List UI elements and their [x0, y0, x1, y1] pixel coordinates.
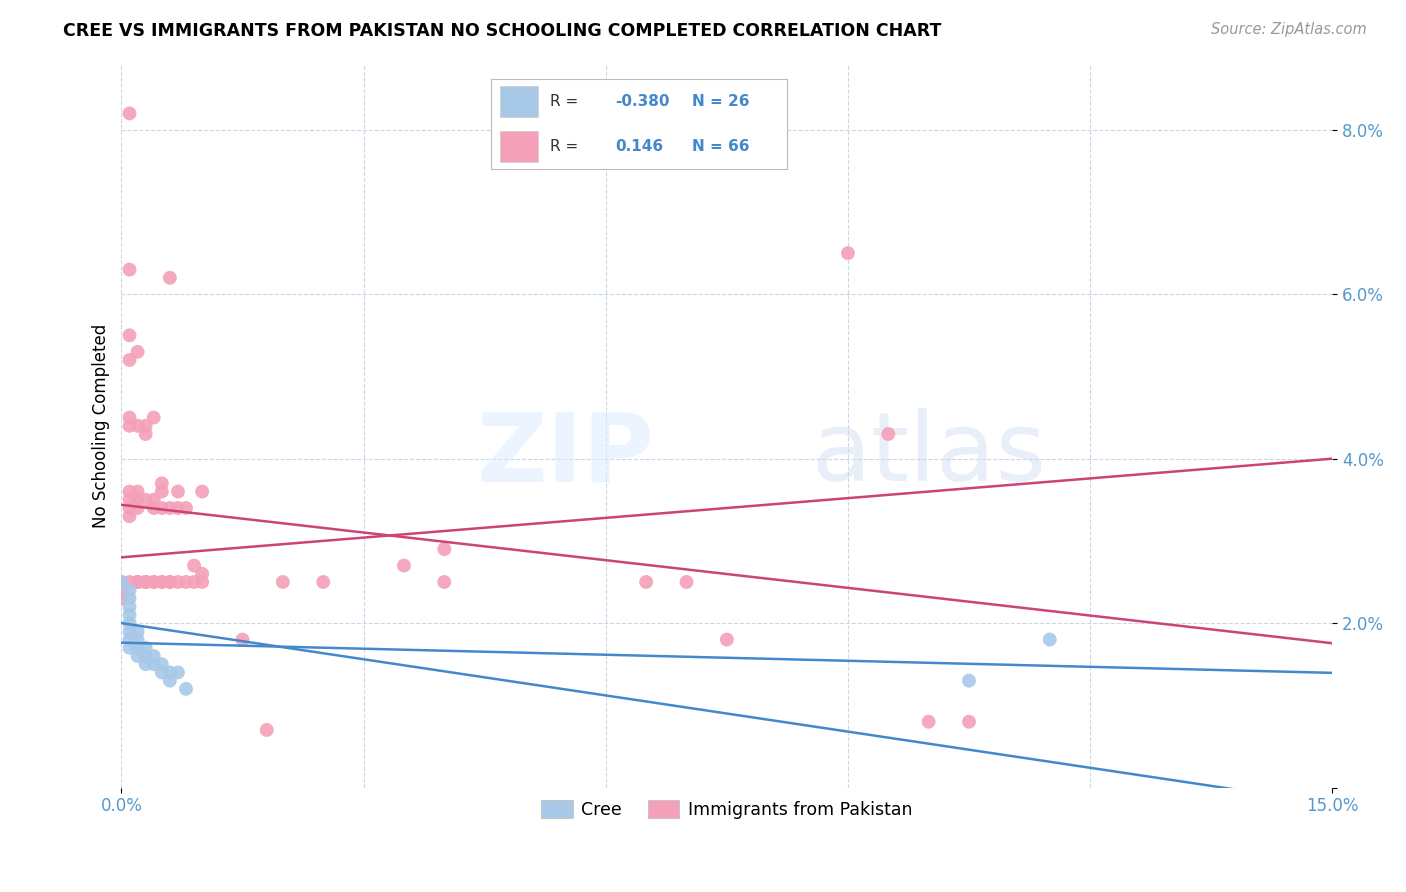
Point: [118, 418, 141, 433]
Text: atlas: atlas: [811, 409, 1046, 501]
Point: [183, 558, 205, 573]
Point: [118, 106, 141, 120]
Text: ZIP: ZIP: [477, 409, 654, 501]
Point: [118, 492, 141, 507]
Point: [174, 681, 197, 696]
Point: [636, 574, 658, 589]
Text: CREE VS IMMIGRANTS FROM PAKISTAN NO SCHOOLING COMPLETED CORRELATION CHART: CREE VS IMMIGRANTS FROM PAKISTAN NO SCHO…: [63, 22, 942, 40]
Point: [127, 632, 149, 647]
Point: [191, 566, 214, 581]
Point: [118, 484, 141, 499]
Point: [231, 632, 253, 647]
Point: [135, 574, 157, 589]
Point: [150, 657, 173, 672]
Point: [167, 665, 190, 680]
Point: [135, 657, 157, 672]
Point: [191, 484, 214, 499]
Point: [110, 591, 132, 606]
Point: [142, 410, 165, 425]
Point: [118, 640, 141, 655]
Point: [127, 501, 149, 516]
Point: [150, 484, 173, 499]
Point: [716, 632, 738, 647]
Point: [142, 501, 165, 516]
Text: Source: ZipAtlas.com: Source: ZipAtlas.com: [1211, 22, 1367, 37]
Point: [159, 270, 181, 285]
Point: [150, 665, 173, 680]
Point: [135, 492, 157, 507]
Point: [159, 574, 181, 589]
Point: [127, 574, 149, 589]
Point: [135, 640, 157, 655]
Point: [142, 657, 165, 672]
Point: [110, 574, 132, 589]
Point: [127, 640, 149, 655]
Point: [118, 574, 141, 589]
Point: [159, 673, 181, 688]
Point: [135, 418, 157, 433]
Point: [142, 574, 165, 589]
Point: [392, 558, 415, 573]
Point: [118, 509, 141, 524]
Point: [150, 574, 173, 589]
Point: [118, 607, 141, 622]
Point: [150, 501, 173, 516]
Point: [917, 714, 939, 729]
Point: [118, 632, 141, 647]
Point: [127, 648, 149, 663]
Point: [675, 574, 697, 589]
Point: [127, 418, 149, 433]
Point: [150, 476, 173, 491]
Point: [118, 583, 141, 598]
Point: [118, 328, 141, 343]
Point: [127, 484, 149, 499]
Point: [1039, 632, 1062, 647]
Point: [174, 501, 197, 516]
Point: [118, 353, 141, 368]
Legend: Cree, Immigrants from Pakistan: Cree, Immigrants from Pakistan: [534, 793, 920, 826]
Point: [167, 501, 190, 516]
Point: [159, 501, 181, 516]
Point: [135, 574, 157, 589]
Point: [150, 574, 173, 589]
Point: [127, 574, 149, 589]
Point: [167, 484, 190, 499]
Point: [127, 492, 149, 507]
Point: [159, 574, 181, 589]
Point: [256, 723, 278, 737]
Point: [118, 262, 141, 277]
Point: [877, 427, 900, 442]
Point: [312, 574, 335, 589]
Point: [118, 599, 141, 614]
Point: [135, 427, 157, 442]
Point: [127, 344, 149, 359]
Point: [433, 542, 456, 557]
Point: [174, 574, 197, 589]
Point: [135, 574, 157, 589]
Point: [271, 574, 294, 589]
Point: [433, 574, 456, 589]
Point: [837, 246, 859, 260]
Point: [957, 714, 980, 729]
Point: [118, 624, 141, 639]
Point: [142, 492, 165, 507]
Point: [118, 410, 141, 425]
Point: [118, 591, 141, 606]
Point: [135, 648, 157, 663]
Y-axis label: No Schooling Completed: No Schooling Completed: [93, 324, 110, 528]
Point: [110, 583, 132, 598]
Point: [118, 501, 141, 516]
Point: [127, 574, 149, 589]
Point: [118, 616, 141, 631]
Point: [127, 624, 149, 639]
Point: [167, 574, 190, 589]
Point: [110, 574, 132, 589]
Point: [183, 574, 205, 589]
Point: [191, 574, 214, 589]
Point: [957, 673, 980, 688]
Point: [142, 648, 165, 663]
Point: [159, 665, 181, 680]
Point: [142, 574, 165, 589]
